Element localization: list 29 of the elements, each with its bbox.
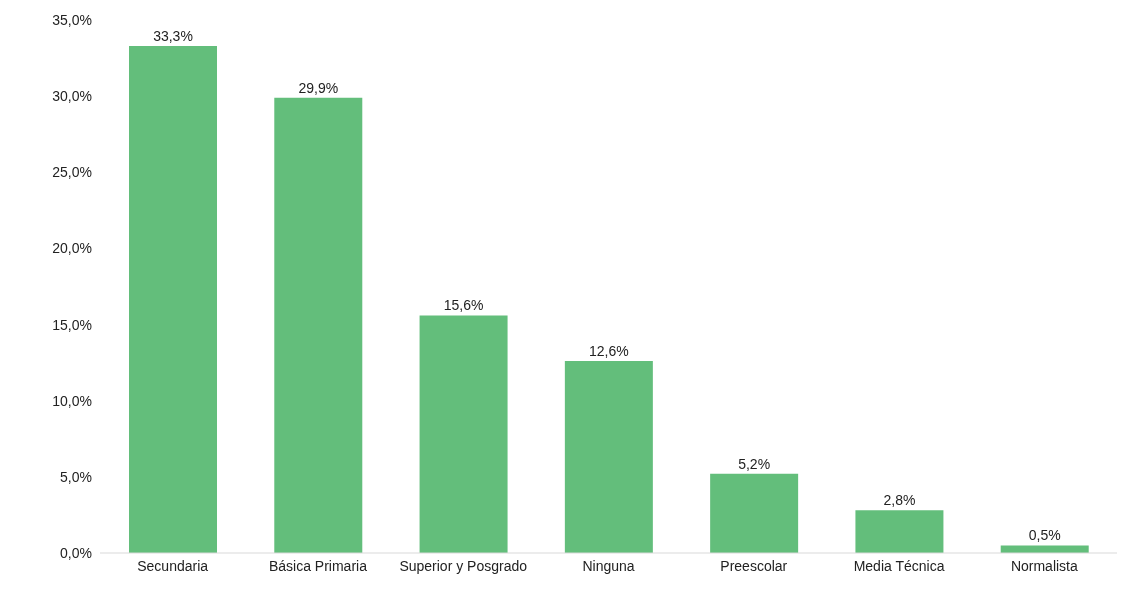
y-tick-label: 30,0%	[52, 88, 92, 105]
y-tick-label: 5,0%	[60, 468, 92, 485]
bar	[419, 315, 508, 553]
data-label: 0,5%	[1028, 527, 1061, 544]
bar	[855, 510, 944, 553]
data-label: 15,6%	[443, 297, 484, 314]
data-label: 29,9%	[298, 79, 339, 96]
y-tick-label: 35,0%	[52, 11, 92, 28]
data-label: 33,3%	[153, 27, 193, 44]
bar	[710, 473, 799, 553]
x-tick-label: Secundaria	[137, 557, 209, 574]
data-label: 5,2%	[738, 455, 771, 472]
bar	[274, 97, 363, 553]
y-tick-label: 20,0%	[52, 240, 92, 257]
data-label: 12,6%	[589, 343, 629, 360]
bar	[564, 361, 653, 553]
x-tick-label: Ninguna	[582, 557, 635, 574]
bar	[1000, 545, 1089, 553]
x-tick-label: Básica Primaria	[268, 557, 368, 574]
bar	[129, 45, 217, 553]
y-tick-label: 25,0%	[52, 164, 92, 181]
x-tick-label: Normalista	[1010, 557, 1079, 574]
x-tick-label: Superior y Posgrado	[399, 557, 528, 574]
x-tick-label: Preescolar	[720, 557, 788, 574]
data-label: 2,8%	[883, 492, 916, 509]
x-tick-label: Media Técnica	[853, 557, 945, 574]
y-tick-label: 0,0%	[60, 544, 92, 561]
y-tick-label: 10,0%	[52, 392, 92, 409]
y-tick-label: 15,0%	[52, 316, 92, 333]
